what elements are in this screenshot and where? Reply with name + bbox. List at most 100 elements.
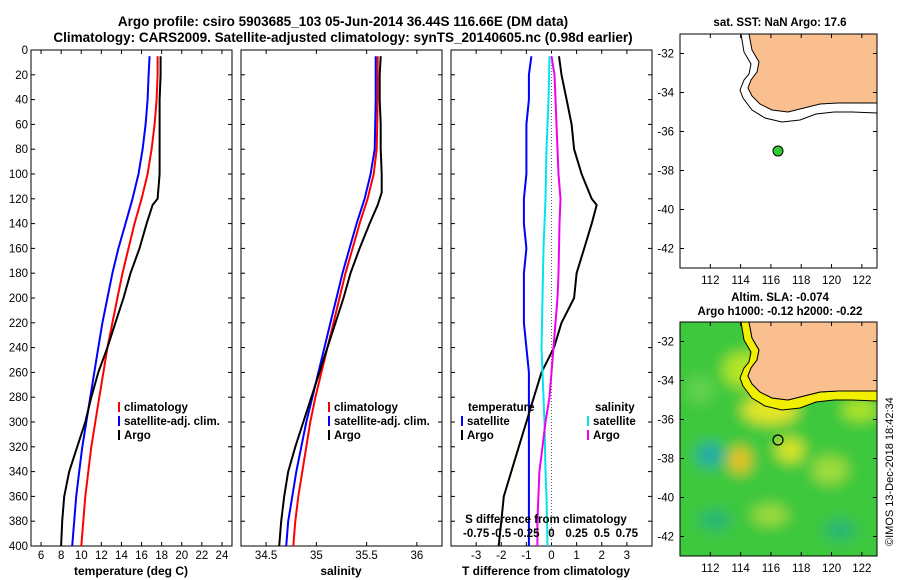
- depth-tick-label: 20: [15, 70, 28, 82]
- temperature-series: [60, 56, 162, 547]
- map-lat-label: -42: [657, 244, 674, 256]
- salinity-series-satellite-adj-clim-: [285, 56, 377, 547]
- depth-tick-label: 160: [9, 243, 28, 255]
- salinity-difference-tick-label: 0.5: [594, 528, 611, 540]
- legend-label-temp-argo: Argo: [467, 430, 494, 442]
- map-lon-label: 118: [792, 563, 810, 575]
- map-lat-label: -32: [657, 49, 674, 61]
- temperature-panel: 0 20 40 60 80 100 120 140 160 180 200 220 240 260 280 3…: [9, 45, 233, 578]
- map-lat-label: -40: [657, 493, 674, 505]
- salinity-difference-tick-label: 0.25: [565, 528, 588, 540]
- difference-series-salinity-satellite: [540, 56, 551, 547]
- sla-land-australia: [747, 322, 877, 401]
- figure-title-line2: Climatology: CARS2009. Satellite-adjuste…: [53, 30, 632, 45]
- temperature-x-tick-label: 8: [58, 550, 64, 562]
- difference-x-tick-label: -2: [496, 550, 506, 562]
- difference-x-tick-label: 1: [573, 550, 579, 562]
- salinity-x-tick-label: 35: [310, 550, 323, 562]
- legend-label-climatology: climatology: [124, 402, 189, 414]
- legend-label-argo: Argo: [334, 430, 361, 442]
- temperature-x-tick-label: 18: [155, 550, 168, 562]
- salinity-legend: climatology satellite-adj. clim. Argo: [328, 402, 430, 442]
- depth-tick-label: 140: [9, 219, 28, 231]
- salinity-x-tick-label: 36: [410, 550, 423, 562]
- map-lat-label: -32: [657, 337, 674, 349]
- temperature-x-tick-label: 24: [216, 550, 229, 562]
- depth-tick-label: 400: [9, 541, 28, 553]
- difference-x-tick-label: -3: [471, 550, 481, 562]
- difference-plot-frame: [450, 49, 653, 547]
- depth-tick-label: 360: [9, 491, 28, 503]
- temperature-x-axis-label: temperature (deg C): [74, 564, 188, 578]
- salinity-series-climatology: [292, 56, 379, 547]
- sst-map-border: [679, 33, 878, 269]
- sla-map-title-line1: Altim. SLA: -0.074: [731, 292, 829, 304]
- map-lat-label: -40: [657, 205, 674, 217]
- depth-tick-label: 100: [9, 169, 28, 181]
- map-lat-label: -38: [657, 454, 674, 466]
- sla-map-title-line2: Argo h1000: -0.12 h2000: -0.22: [698, 306, 863, 318]
- sla-map-border: [679, 321, 878, 557]
- difference-x-tick-label: 2: [599, 550, 605, 562]
- temperature-series-argo: [60, 56, 162, 547]
- depth-tick-label: 300: [9, 417, 28, 429]
- map-lon-label: 120: [822, 563, 841, 575]
- salinity-difference-tick-label: -0.75: [463, 528, 490, 540]
- salinity-axis-ticks: 34.5 35 35.5 36: [255, 50, 423, 562]
- difference-series-salinity-argo: [536, 56, 562, 546]
- difference-x-tick-label: 3: [624, 550, 630, 562]
- difference-axis-ticks: -3 -2 -1 0 1 2 3: [471, 50, 630, 562]
- salinity-x-tick-label: 34.5: [255, 550, 277, 562]
- legend-label-satellite-adj: satellite-adj. clim.: [334, 416, 430, 428]
- difference-x-tick-label: -1: [521, 550, 531, 562]
- map-lat-label: -42: [657, 532, 674, 544]
- temperature-x-tick-label: 10: [75, 550, 88, 562]
- salinity-depth-ticks: [241, 49, 442, 547]
- depth-tick-label: 260: [9, 367, 28, 379]
- salinity-plot-frame: [240, 49, 443, 547]
- legend-label-sal-satellite: satellite: [593, 416, 636, 428]
- depth-tick-label: 0: [22, 45, 28, 57]
- map-lon-label: 118: [792, 275, 810, 287]
- map-lat-label: -36: [657, 415, 674, 427]
- depth-tick-label: 120: [9, 194, 28, 206]
- sla-argo-float-marker: [772, 434, 784, 446]
- depth-tick-label: 220: [9, 318, 28, 330]
- map-lon-label: 122: [852, 275, 871, 287]
- imos-watermark: ©IMOS 13-Dec-2018 18:42:34: [884, 397, 896, 546]
- difference-x-tick-label: 0: [548, 550, 554, 562]
- temperature-x-tick-label: 16: [135, 550, 148, 562]
- sst-map-panel: sat. SST: NaN Argo: 17.6 112 114 116 118 120…: [657, 17, 878, 287]
- temperature-plot-frame: [30, 49, 233, 547]
- depth-tick-label: 60: [15, 119, 28, 131]
- temperature-series-climatology: [80, 56, 159, 547]
- sst-map-title: sat. SST: NaN Argo: 17.6: [713, 17, 846, 29]
- map-lon-label: 112: [701, 563, 719, 575]
- sst-land-australia: [747, 34, 877, 113]
- temperature-x-tick-label: 22: [195, 550, 208, 562]
- temperature-x-tick-label: 14: [115, 550, 128, 562]
- map-lon-label: 122: [852, 563, 871, 575]
- sst-map-ticks: 112 114 116 118 120 122 -32 -34 -36 -38 -40 -42: [657, 34, 877, 287]
- temperature-x-tick-label: 12: [95, 550, 108, 562]
- legend-label-climatology: climatology: [334, 402, 399, 414]
- depth-tick-label: 280: [9, 392, 28, 404]
- salinity-series-argo: [278, 56, 383, 547]
- salinity-difference-tick-label: -0.25: [513, 528, 540, 540]
- salinity-panel: 34.5 35 35.5 36 climatology satellite-adj. …: [240, 49, 443, 578]
- salinity-series: [278, 56, 383, 547]
- temperature-x-tick-label: 6: [38, 550, 44, 562]
- depth-tick-label: 40: [15, 95, 28, 107]
- salinity-difference-tick-label: 0: [548, 528, 554, 540]
- difference-panel: -3 -2 -1 0 1 2 3 temperature satellite Argo sa…: [450, 49, 653, 578]
- salinity-difference-tick-label: 0.75: [616, 528, 639, 540]
- sla-heatmap: [680, 322, 877, 556]
- legend-label-sal-argo: Argo: [593, 430, 620, 442]
- depth-axis-ticks: 0 20 40 60 80 100 120 140 160 180 200 220 240 260 280 3…: [9, 45, 232, 553]
- temperature-x-tick-label: 20: [175, 550, 188, 562]
- legend-label-temp-satellite: satellite: [467, 416, 510, 428]
- difference-x-axis-label: T difference from climatology: [462, 564, 630, 578]
- map-lon-label: 112: [701, 275, 719, 287]
- depth-tick-label: 340: [9, 467, 28, 479]
- map-lon-label: 116: [762, 563, 780, 575]
